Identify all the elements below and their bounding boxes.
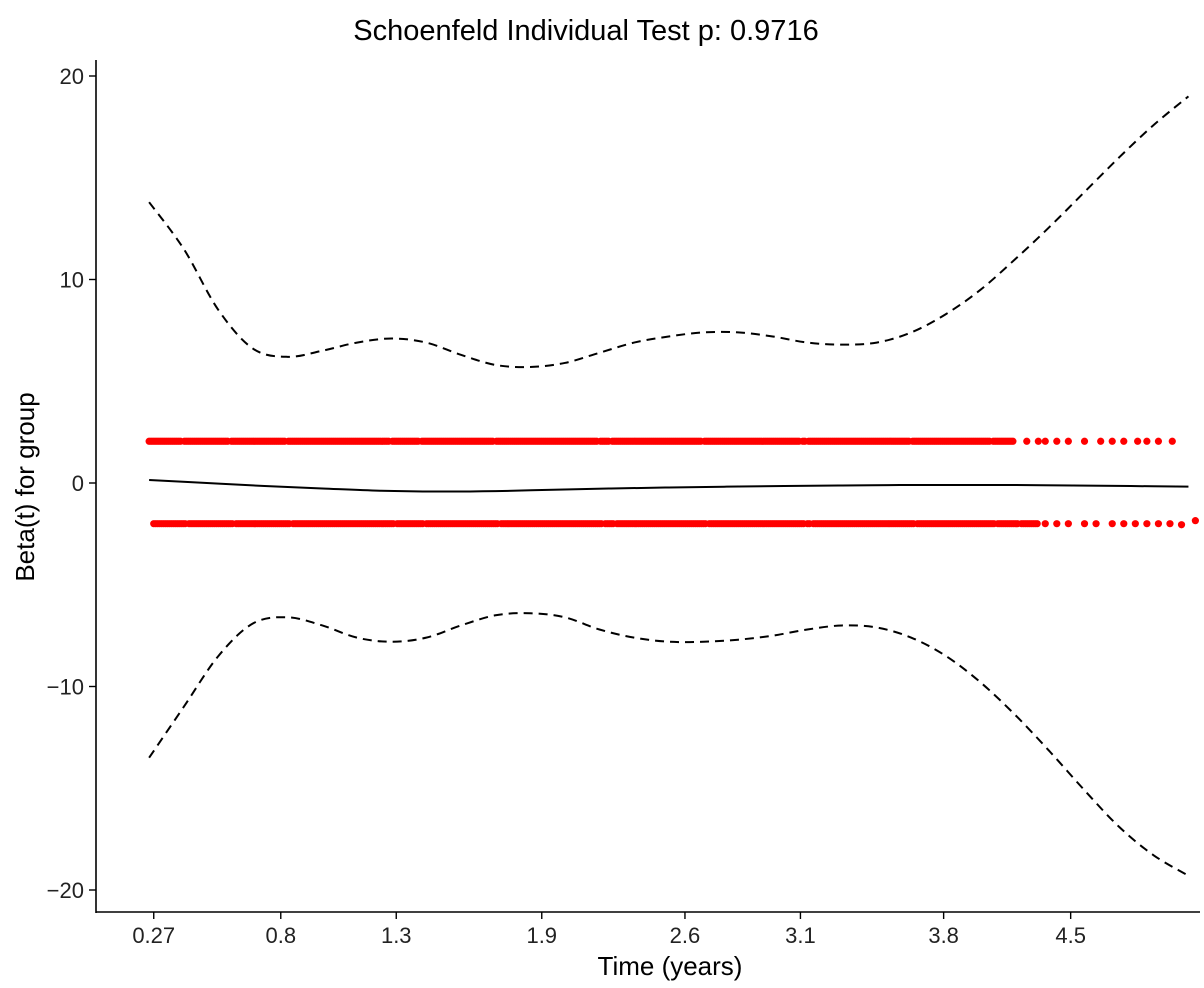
residuals-lower-point — [1166, 520, 1174, 528]
y-tick-label: −10 — [47, 675, 84, 700]
residuals-upper-point — [1064, 437, 1072, 445]
y-axis-title: Beta(t) for group — [10, 392, 40, 581]
residuals-lower-point — [1191, 517, 1199, 525]
residuals-upper-point — [1154, 437, 1163, 445]
residuals-lower-point — [1080, 520, 1089, 528]
upper-ci-line — [148, 95, 1190, 369]
residuals-upper-point — [1108, 437, 1116, 445]
residuals-lower-point — [1064, 520, 1072, 528]
y-tick-label: −20 — [47, 878, 84, 903]
x-tick-label: 2.6 — [670, 923, 701, 948]
residuals-lower-point — [1092, 520, 1100, 528]
residuals-lower-point — [1053, 520, 1061, 528]
y-tick-label: 20 — [60, 64, 84, 89]
lower-ci-line — [148, 612, 1189, 877]
fit-line — [149, 478, 1189, 493]
chart-title: Schoenfeld Individual Test p: 0.9716 — [353, 15, 818, 47]
residuals-upper-point — [1168, 437, 1176, 445]
residuals-upper-point — [1023, 437, 1031, 445]
residuals-upper-point — [1041, 437, 1049, 445]
residuals-lower-point — [1154, 520, 1163, 528]
residuals-upper-point — [1053, 437, 1061, 445]
x-tick-label: 0.27 — [132, 923, 175, 948]
residuals-upper-point — [1120, 437, 1128, 445]
x-tick-label: 4.5 — [1055, 923, 1086, 948]
residuals-upper-point — [1143, 437, 1151, 445]
residuals-lower-point — [1120, 520, 1128, 528]
residuals-lower-point — [1143, 520, 1151, 528]
residuals-lower-point — [1108, 520, 1116, 528]
y-tick-label: 10 — [60, 268, 84, 293]
residuals-lower-point — [1177, 521, 1186, 529]
residuals-upper-point — [1134, 437, 1142, 445]
residual-points — [145, 437, 1199, 529]
y-axis-ticks: 20 10 0 −10 −20 — [47, 64, 96, 903]
x-axis-title: Time (years) — [598, 951, 743, 981]
residuals-lower-point — [1033, 520, 1041, 528]
residuals-upper-point — [1034, 437, 1042, 445]
x-tick-label: 1.3 — [381, 923, 412, 948]
fit-lines — [148, 95, 1190, 877]
x-axis-ticks: 0.27 0.8 1.3 1.9 2.6 3.1 3.8 4.5 — [132, 912, 1086, 948]
x-tick-label: 0.8 — [265, 923, 296, 948]
x-tick-label: 3.1 — [785, 923, 816, 948]
residuals-upper-point — [1009, 437, 1017, 445]
residuals-upper-point — [1080, 437, 1089, 445]
y-tick-label: 0 — [72, 471, 84, 496]
x-tick-label: 1.9 — [526, 923, 557, 948]
residuals-lower-point — [1131, 520, 1139, 528]
residuals-lower-point — [1041, 520, 1049, 528]
x-tick-label: 3.8 — [928, 923, 959, 948]
residuals-upper-point — [1097, 437, 1105, 445]
